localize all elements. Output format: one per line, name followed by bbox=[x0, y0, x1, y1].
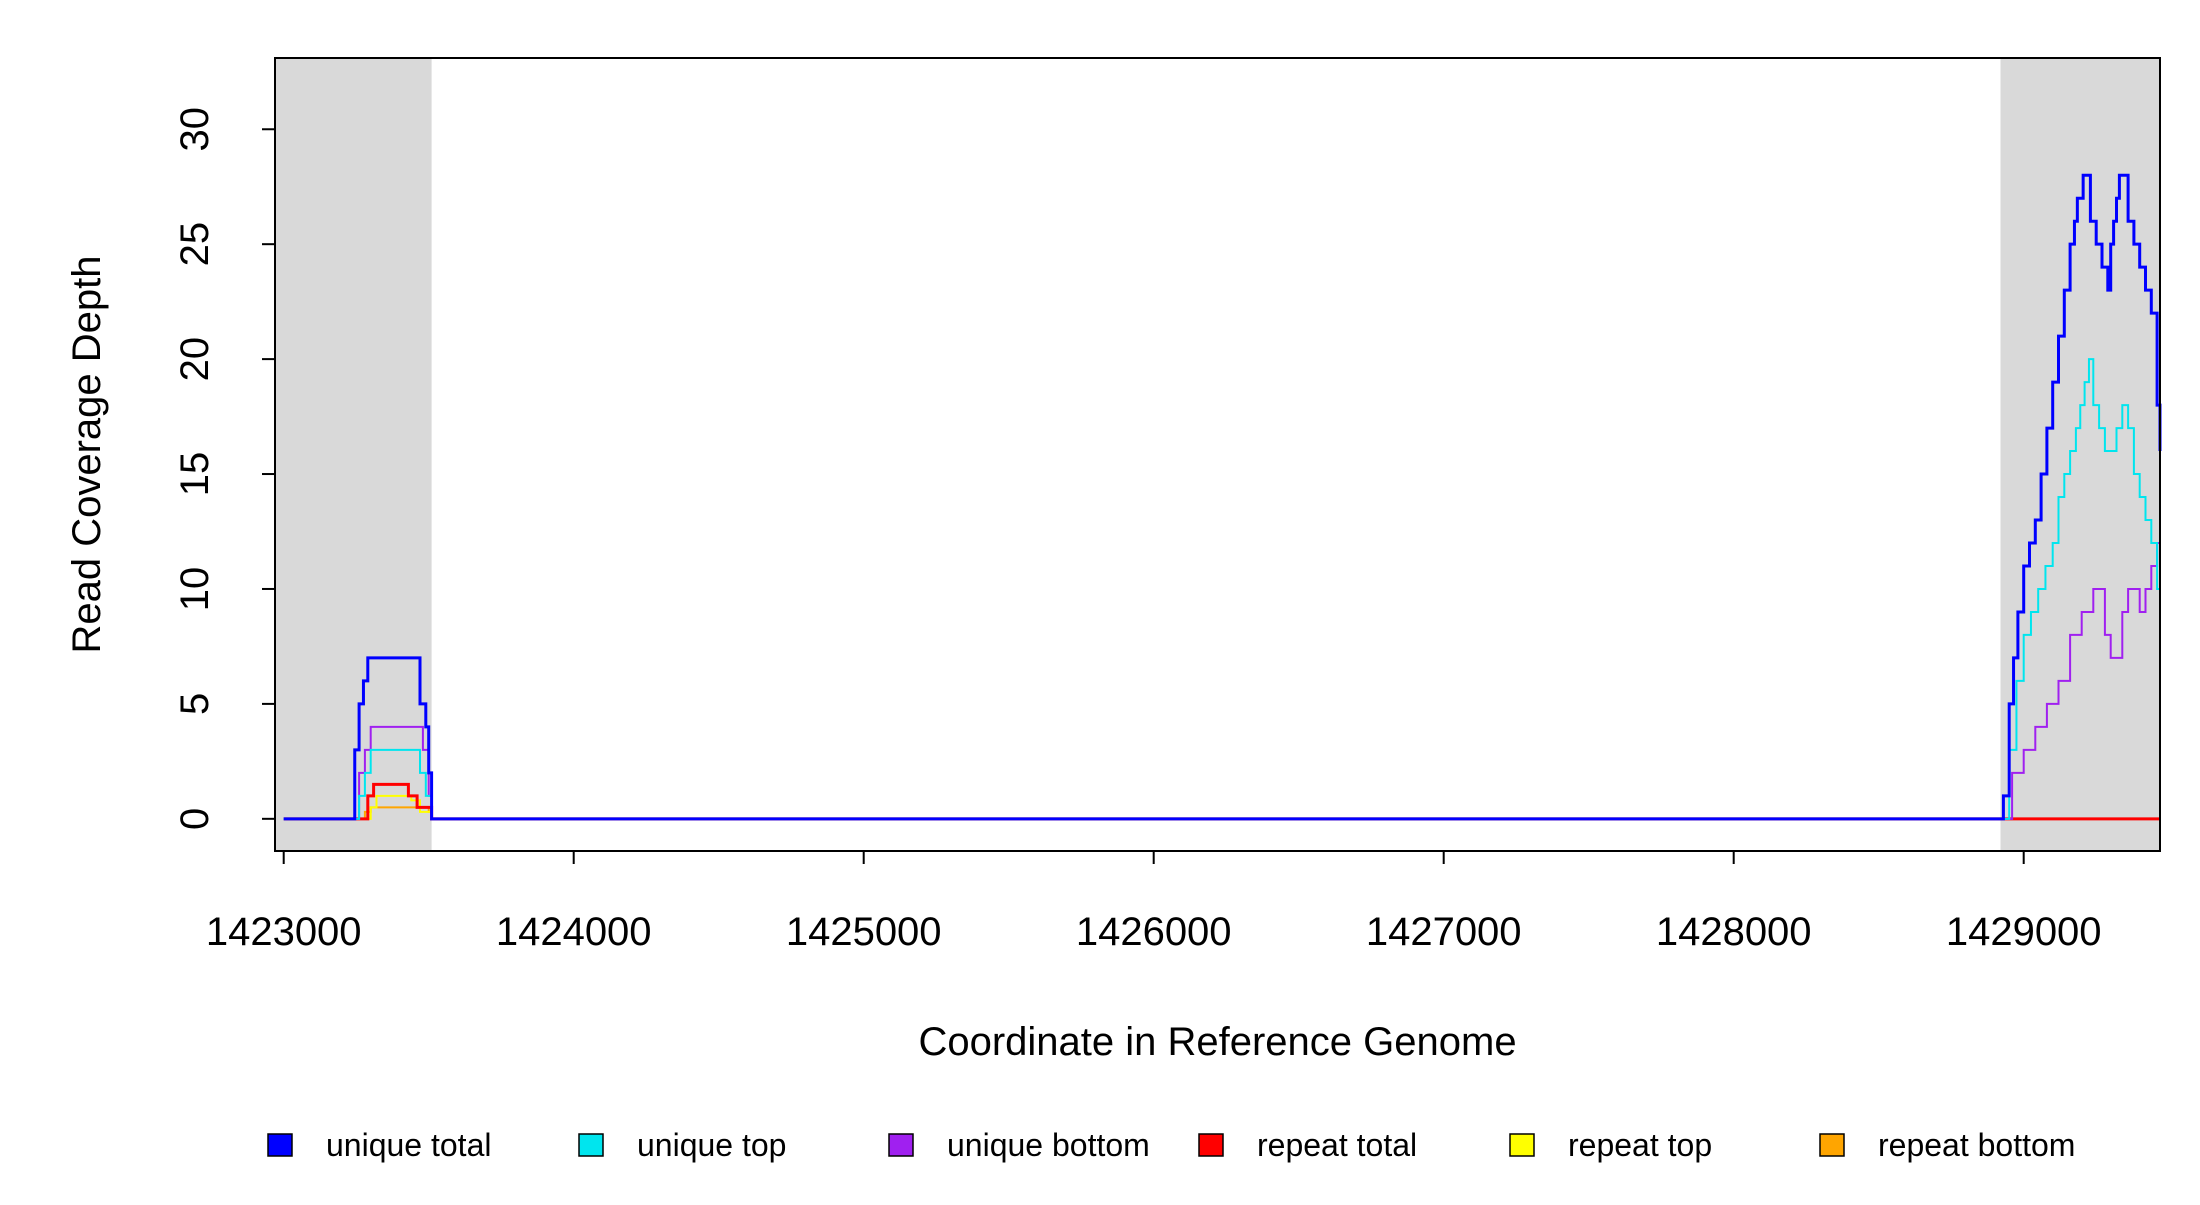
legend-item-repeat-total: repeat total bbox=[1198, 1127, 1417, 1163]
series-line-unique-total bbox=[283, 173, 2162, 821]
y-tick-label: 15 bbox=[173, 452, 217, 497]
legend-item-unique-bottom: unique bottom bbox=[888, 1127, 1150, 1163]
x-tick-label: 1426000 bbox=[1076, 910, 1232, 954]
y-axis-label: Read Coverage Depth bbox=[65, 255, 109, 653]
legend-item-unique-top: unique top bbox=[578, 1127, 786, 1163]
legend-label: unique top bbox=[637, 1127, 786, 1163]
legend-item-repeat-top: repeat top bbox=[1509, 1127, 1712, 1163]
x-axis-label: Coordinate in Reference Genome bbox=[918, 1020, 1516, 1064]
legend-swatch bbox=[1819, 1133, 1845, 1157]
legend-label: repeat top bbox=[1568, 1127, 1712, 1163]
x-axis: 1423000 1424000 1425000 1426000 1427000 14280… bbox=[206, 850, 2102, 954]
legend-swatch bbox=[1509, 1133, 1535, 1157]
y-tick-label: 5 bbox=[173, 693, 217, 715]
legend-label: repeat total bbox=[1257, 1127, 1417, 1163]
y-tick-label: 0 bbox=[173, 808, 217, 830]
y-tick-label: 30 bbox=[173, 107, 217, 152]
x-tick-label: 1428000 bbox=[1656, 910, 1812, 954]
legend-swatch bbox=[267, 1133, 293, 1157]
plot-frame bbox=[274, 57, 2161, 852]
series-lines bbox=[283, 173, 2162, 821]
series-line-unique-top bbox=[283, 358, 2161, 820]
shaded-region-0 bbox=[275, 58, 432, 851]
legend-item-repeat-bottom: repeat bottom bbox=[1819, 1127, 2075, 1163]
series-line-repeat-top bbox=[283, 794, 2160, 820]
legend-swatch bbox=[1198, 1133, 1224, 1157]
x-tick-label: 1429000 bbox=[1946, 910, 2102, 954]
legend-label: unique bottom bbox=[947, 1127, 1150, 1163]
legend: unique total unique top unique bottom repea… bbox=[267, 1127, 2075, 1163]
legend-item-unique-total: unique total bbox=[267, 1127, 491, 1163]
series-line-repeat-bottom bbox=[283, 806, 2160, 820]
legend-swatch bbox=[578, 1133, 604, 1157]
legend-label: repeat bottom bbox=[1878, 1127, 2075, 1163]
y-axis: 0 5 10 15 20 25 30 bbox=[173, 107, 276, 830]
y-tick-label: 25 bbox=[173, 222, 217, 267]
shaded-region-1 bbox=[2000, 58, 2160, 851]
y-tick-label: 20 bbox=[173, 337, 217, 382]
legend-swatch bbox=[888, 1133, 914, 1157]
x-tick-label: 1424000 bbox=[496, 910, 652, 954]
series-line-unique-bottom bbox=[283, 541, 2161, 820]
x-tick-label: 1427000 bbox=[1366, 910, 1522, 954]
shaded-regions bbox=[275, 58, 2160, 851]
series-line-repeat-total bbox=[283, 782, 2160, 821]
legend-label: unique total bbox=[326, 1127, 491, 1163]
x-tick-label: 1425000 bbox=[786, 910, 942, 954]
y-tick-label: 10 bbox=[173, 567, 217, 612]
x-tick-label: 1423000 bbox=[206, 910, 362, 954]
